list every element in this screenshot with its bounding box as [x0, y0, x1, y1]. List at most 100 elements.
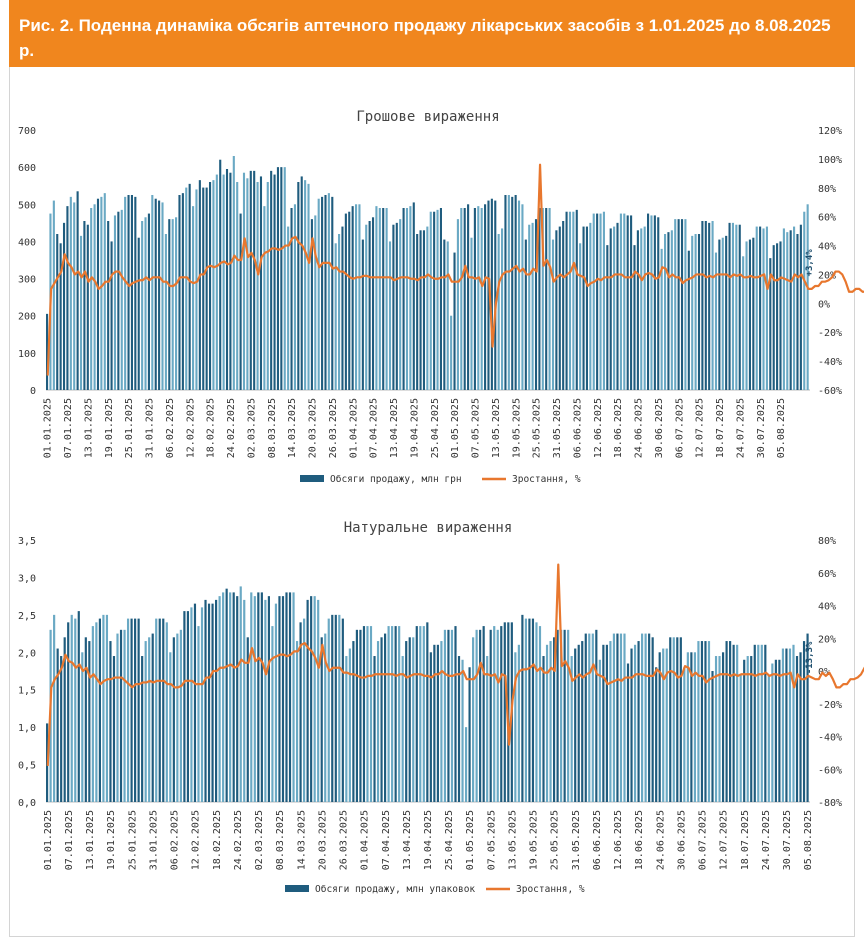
- bar: [158, 200, 161, 390]
- bar: [246, 637, 249, 802]
- bar: [232, 156, 235, 390]
- bar: [267, 596, 270, 802]
- bar: [334, 614, 337, 802]
- legend-line-label: Зростання, %: [516, 884, 585, 895]
- bar: [419, 626, 422, 802]
- x-tick-label: 12.07.2025: [719, 810, 730, 870]
- bar: [388, 241, 392, 390]
- bar: [144, 641, 147, 802]
- x-tick-label: 31.05.2025: [571, 810, 582, 870]
- bar: [359, 629, 362, 802]
- bar: [222, 174, 225, 390]
- bar: [563, 629, 566, 802]
- x-tick-label: 19.05.2025: [511, 398, 522, 458]
- bar: [454, 626, 457, 802]
- legend-bar-label: Обсяги продажу, млн упаковок: [315, 884, 475, 895]
- bar: [306, 599, 309, 802]
- bar: [662, 648, 665, 802]
- bar: [373, 656, 376, 802]
- bar: [165, 622, 168, 802]
- bar: [74, 618, 77, 802]
- bar: [385, 208, 388, 390]
- y-left-tick-label: 1,5: [18, 686, 36, 697]
- bar: [765, 226, 768, 390]
- bar: [310, 219, 313, 390]
- bar: [225, 169, 229, 390]
- bar: [460, 208, 463, 390]
- x-tick-label: 08.03.2025: [267, 398, 278, 458]
- bar: [489, 629, 492, 802]
- bar: [172, 637, 175, 802]
- y-left-tick-label: 500: [18, 200, 36, 211]
- x-tick-label: 05.08.2025: [776, 398, 787, 458]
- bar: [67, 622, 70, 802]
- bar: [192, 206, 195, 390]
- bar: [480, 208, 483, 390]
- bar: [215, 599, 218, 802]
- bar: [253, 170, 256, 390]
- bar: [141, 656, 144, 802]
- bar: [774, 659, 777, 802]
- bar: [788, 648, 792, 802]
- bar: [81, 652, 84, 802]
- bar: [560, 629, 563, 802]
- bar: [725, 641, 728, 802]
- bar: [484, 204, 487, 390]
- y-left-tick-label: 3,5: [18, 536, 36, 547]
- chart-title: Грошове вираження: [356, 109, 499, 125]
- bar: [778, 659, 781, 802]
- bar: [137, 237, 140, 390]
- bar: [742, 256, 745, 390]
- y-right-tick-label: 100%: [818, 155, 842, 166]
- bar: [490, 198, 493, 390]
- bar: [361, 239, 364, 390]
- bar: [119, 629, 123, 802]
- bar: [73, 202, 76, 390]
- bar: [528, 224, 531, 390]
- bar: [314, 215, 317, 390]
- bar: [155, 618, 158, 802]
- x-tick-label: 25.05.2025: [532, 398, 543, 458]
- bar: [803, 211, 806, 390]
- bar: [697, 641, 700, 802]
- bar: [660, 248, 663, 390]
- bar: [562, 221, 565, 390]
- bar: [79, 235, 83, 390]
- x-tick-label: 26.03.2025: [339, 810, 350, 870]
- bar: [352, 641, 355, 802]
- bar: [249, 170, 252, 390]
- bar: [310, 596, 313, 802]
- bar: [456, 219, 459, 390]
- x-tick-label: 18.02.2025: [212, 810, 223, 870]
- x-tick-label: 13.01.2025: [85, 810, 96, 870]
- bar: [110, 241, 113, 390]
- bar: [711, 221, 714, 390]
- bar: [731, 222, 735, 390]
- bar: [806, 633, 809, 802]
- x-tick-label: 25.01.2025: [127, 810, 138, 870]
- bar: [229, 172, 232, 390]
- bar: [514, 652, 517, 802]
- bar: [708, 222, 711, 390]
- y-left-tick-label: 3,0: [18, 573, 36, 584]
- bar: [738, 224, 741, 390]
- bar: [596, 213, 599, 390]
- bar: [295, 641, 299, 802]
- bar: [260, 592, 263, 802]
- bar: [443, 239, 446, 390]
- bar: [102, 614, 105, 802]
- bar: [195, 189, 198, 390]
- x-tick-label: 06.07.2025: [698, 810, 709, 870]
- y-right-tick-label: 80%: [818, 184, 836, 195]
- bar: [545, 644, 549, 802]
- bar: [487, 200, 490, 390]
- bar: [700, 641, 704, 802]
- bar: [281, 596, 285, 802]
- x-tick-label: 30.06.2025: [676, 810, 687, 870]
- bar: [365, 224, 368, 390]
- x-tick-label: 19.04.2025: [423, 810, 434, 870]
- bar: [714, 656, 718, 802]
- bar: [188, 183, 191, 390]
- bar: [313, 596, 316, 802]
- bar: [161, 202, 164, 390]
